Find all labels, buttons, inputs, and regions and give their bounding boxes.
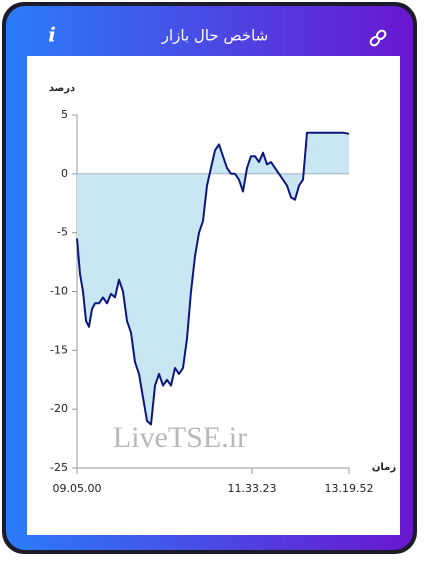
y-tick-label: -5 — [57, 226, 68, 239]
area-fill — [77, 132, 349, 425]
watermark: LiveTSE.ir — [113, 421, 247, 454]
x-tick-label: 09.05.00 — [53, 482, 102, 495]
y-tick-label: -20 — [50, 402, 68, 415]
x-tick-label: 13.19.52 — [325, 482, 374, 495]
y-tick-label: -25 — [50, 461, 68, 474]
y-tick-label: -10 — [50, 285, 68, 298]
x-tick-label: 11.33.23 — [228, 482, 277, 495]
y-tick-label: 5 — [61, 108, 68, 121]
y-tick-label: 0 — [61, 167, 68, 180]
x-axis-label: زمان — [372, 462, 396, 473]
link-icon[interactable] — [369, 29, 387, 47]
plot: -25 -20 -15 -10 -5 0 5 09.05.00 11.33.23 13.19.52 — [50, 108, 373, 495]
y-tick-label: -15 — [50, 343, 68, 356]
y-axis-label: درصد — [49, 83, 75, 94]
header-title: شاخص حال بازار — [161, 27, 268, 45]
data-line — [76, 131, 350, 426]
info-icon[interactable]: i — [48, 23, 56, 47]
